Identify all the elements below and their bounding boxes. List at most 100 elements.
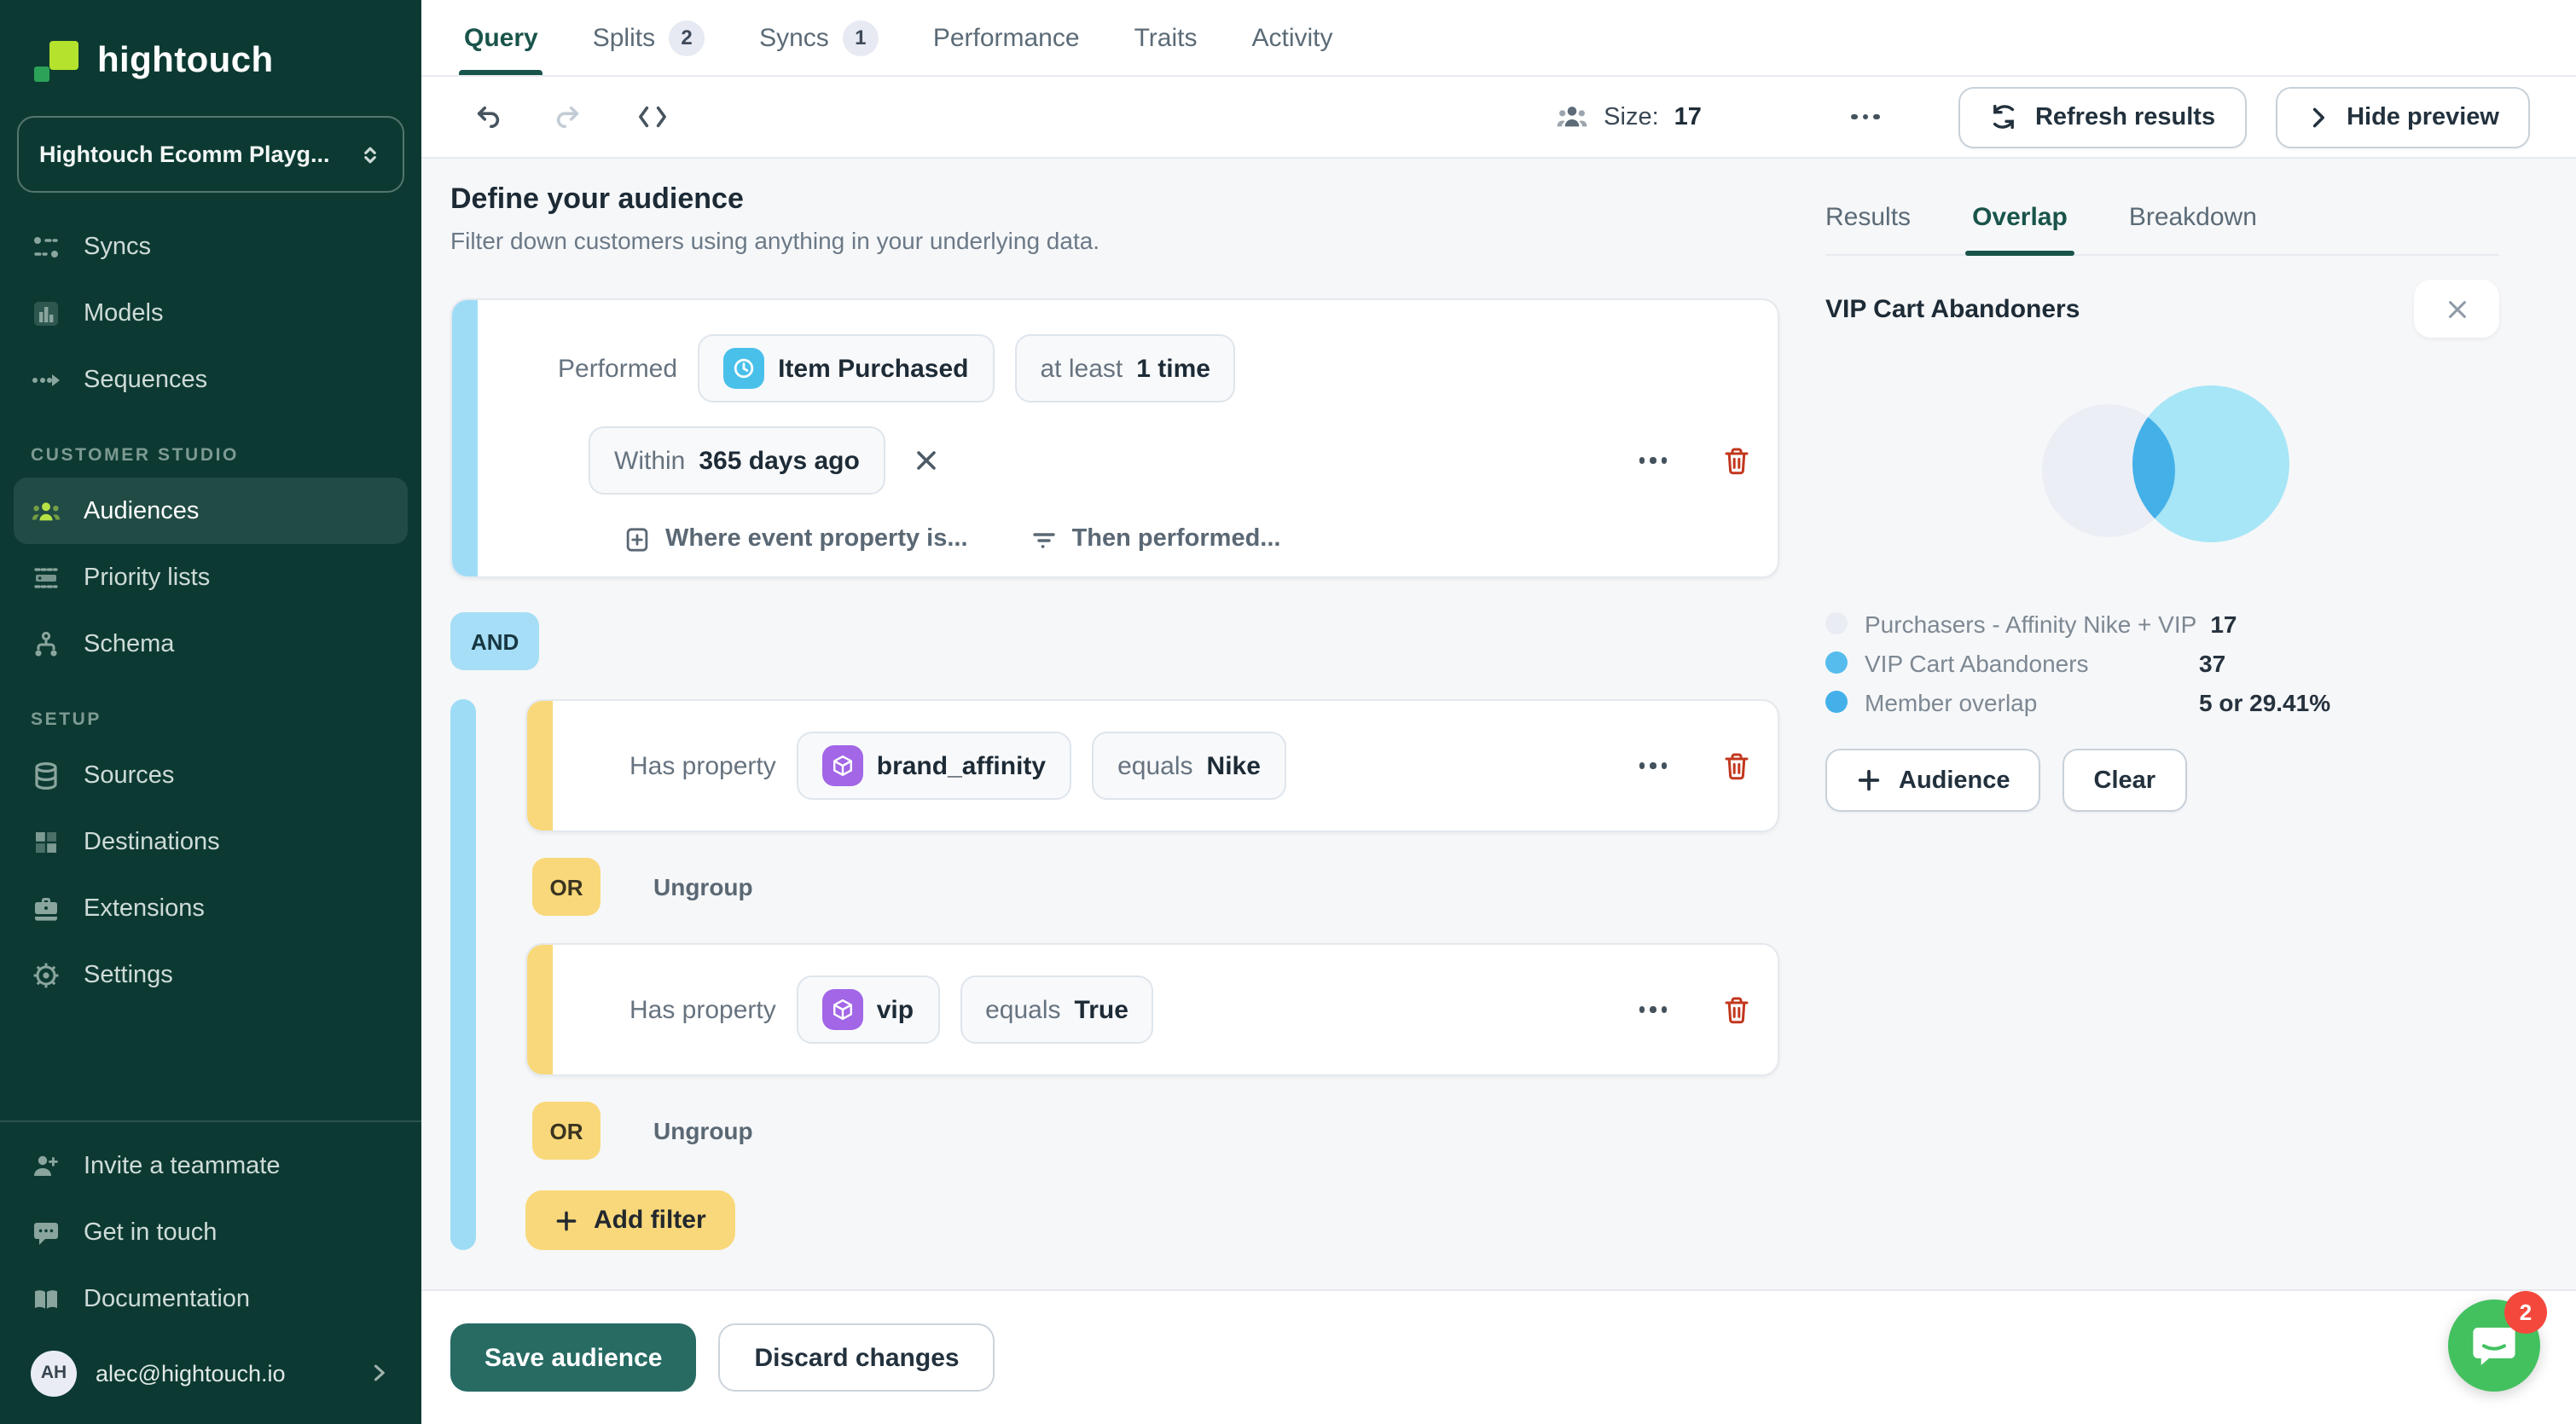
- audience-size: Size: 17: [1556, 102, 1702, 131]
- property-card-menu[interactable]: [1628, 997, 1677, 1023]
- sidebar-item-models[interactable]: Models: [14, 280, 408, 346]
- event-chip[interactable]: Item Purchased: [698, 334, 995, 402]
- or-filter-group: Has property brand_affinity equals Nike: [450, 699, 1779, 1250]
- plus-icon: [554, 1208, 578, 1232]
- get-in-touch-item[interactable]: Get in touch: [14, 1199, 408, 1265]
- tab-query[interactable]: Query: [458, 0, 544, 75]
- discard-changes-button[interactable]: Discard changes: [718, 1323, 995, 1392]
- or-connector-badge[interactable]: OR: [532, 858, 600, 916]
- legend-row-set-a: Purchasers - Affinity Nike + VIP 17: [1825, 604, 2499, 643]
- workspace-selector[interactable]: Hightouch Ecomm Playg...: [17, 116, 404, 193]
- sidebar: hightouch Hightouch Ecomm Playg... Syncs…: [0, 0, 421, 1424]
- page-subtitle: Filter down customers using anything in …: [450, 227, 1100, 254]
- avatar: AH: [31, 1350, 77, 1396]
- event-count-chip[interactable]: at least 1 time: [1014, 334, 1236, 402]
- property-chip[interactable]: brand_affinity: [796, 732, 1072, 800]
- refresh-results-button[interactable]: Refresh results: [1958, 86, 2247, 148]
- or-connector-badge[interactable]: OR: [532, 1102, 600, 1160]
- legend-dot: [1825, 691, 1848, 713]
- legend-dot: [1825, 651, 1848, 674]
- property-cube-icon: [821, 989, 863, 1030]
- legend-row-overlap: Member overlap 5 or 29.41%: [1825, 682, 2499, 721]
- sidebar-item-extensions[interactable]: Extensions: [14, 875, 408, 941]
- tab-results[interactable]: Results: [1825, 203, 1912, 232]
- sidebar-item-label: Invite a teammate: [84, 1152, 281, 1179]
- sidebar-item-destinations[interactable]: Destinations: [14, 808, 408, 875]
- property-chip[interactable]: vip: [796, 975, 940, 1044]
- delete-property-filter-button[interactable]: [1723, 751, 1750, 780]
- property-accent-bar: [527, 945, 553, 1074]
- event-card-menu[interactable]: [1628, 448, 1677, 474]
- event-links-row: Where event property is... Then performe…: [624, 525, 1750, 553]
- size-label: Size:: [1604, 103, 1659, 130]
- undo-button[interactable]: [464, 93, 512, 141]
- tab-performance[interactable]: Performance: [932, 23, 1080, 52]
- remove-window-button[interactable]: [913, 447, 940, 474]
- sidebar-item-sequences[interactable]: Sequences: [14, 346, 408, 413]
- sidebar-item-label: Settings: [84, 961, 173, 988]
- sidebar-item-label: Documentation: [84, 1285, 251, 1312]
- venn-set-b: [2132, 385, 2289, 542]
- sidebar-item-label: Sequences: [84, 366, 208, 393]
- schema-icon: [31, 628, 61, 659]
- or-connector-row: OR Ungroup: [532, 858, 1779, 916]
- ungroup-link[interactable]: Ungroup: [653, 1117, 753, 1144]
- tab-syncs[interactable]: Syncs 1: [759, 0, 879, 75]
- operator-chip[interactable]: equals Nike: [1092, 732, 1286, 800]
- intercom-chat-launcher[interactable]: 2: [2448, 1291, 2547, 1392]
- account-email: alec@hightouch.io: [96, 1360, 286, 1386]
- book-icon: [31, 1283, 61, 1314]
- documentation-item[interactable]: Documentation: [14, 1265, 408, 1332]
- operator-chip[interactable]: equals True: [960, 975, 1154, 1044]
- property-filter-card-brand-affinity: Has property brand_affinity equals Nike: [525, 699, 1779, 832]
- delete-property-filter-button[interactable]: [1723, 995, 1750, 1024]
- tab-activity[interactable]: Activity: [1251, 23, 1333, 52]
- tab-traits[interactable]: Traits: [1134, 23, 1198, 52]
- syncs-count-badge: 1: [842, 20, 879, 55]
- clear-button[interactable]: Clear: [2063, 749, 2187, 812]
- account-menu[interactable]: AH alec@hightouch.io: [14, 1335, 408, 1410]
- add-event-property-link[interactable]: Where event property is...: [624, 525, 968, 553]
- tab-splits[interactable]: Splits 2: [593, 0, 705, 75]
- invite-teammate-item[interactable]: Invite a teammate: [14, 1132, 408, 1199]
- time-window-chip[interactable]: Within 365 days ago: [589, 426, 885, 495]
- sidebar-item-label: Extensions: [84, 894, 205, 922]
- property-accent-bar: [527, 701, 553, 831]
- content-area: Define your audience Filter down custome…: [421, 159, 2576, 1289]
- sidebar-item-audiences[interactable]: Audiences: [14, 478, 408, 544]
- delete-event-filter-button[interactable]: [1723, 446, 1750, 475]
- tab-overlap[interactable]: Overlap: [1965, 203, 2074, 256]
- close-overlap-button[interactable]: [2414, 280, 2499, 338]
- legend-dot: [1825, 612, 1848, 634]
- person-plus-icon: [31, 1150, 61, 1181]
- then-performed-link[interactable]: Then performed...: [1033, 525, 1281, 553]
- redo-button[interactable]: [542, 93, 590, 141]
- chevron-right-icon: [2306, 105, 2329, 129]
- group-accent-bar: [450, 699, 476, 1250]
- people-icon: [1556, 102, 1588, 131]
- sidebar-item-priority-lists[interactable]: Priority lists: [14, 544, 408, 611]
- hightouch-logo: hightouch: [0, 0, 421, 102]
- code-view-button[interactable]: [628, 93, 676, 141]
- chat-icon: [31, 1217, 61, 1247]
- sidebar-item-label: Schema: [84, 630, 175, 657]
- toolbar-overflow-menu[interactable]: [1842, 104, 1890, 130]
- grid-icon: [31, 826, 61, 857]
- hide-preview-button[interactable]: Hide preview: [2275, 86, 2530, 148]
- sidebar-item-sources[interactable]: Sources: [14, 742, 408, 808]
- sidebar-item-settings[interactable]: Settings: [14, 941, 408, 1008]
- legend-row-set-b: VIP Cart Abandoners 37: [1825, 643, 2499, 682]
- audience-builder: Define your audience Filter down custome…: [450, 159, 1779, 1289]
- and-connector-badge[interactable]: AND: [450, 612, 540, 670]
- sidebar-item-schema[interactable]: Schema: [14, 611, 408, 677]
- size-value: 17: [1674, 103, 1702, 130]
- save-audience-button[interactable]: Save audience: [450, 1323, 697, 1392]
- sidebar-item-syncs[interactable]: Syncs: [14, 213, 408, 280]
- add-filter-button[interactable]: Add filter: [525, 1190, 735, 1250]
- property-card-menu[interactable]: [1628, 753, 1677, 779]
- sidebar-item-label: Syncs: [84, 233, 151, 260]
- tab-breakdown[interactable]: Breakdown: [2128, 203, 2257, 232]
- add-audience-button[interactable]: Audience: [1825, 749, 2041, 812]
- overlap-venn-diagram: [1825, 351, 2499, 593]
- ungroup-link[interactable]: Ungroup: [653, 873, 753, 900]
